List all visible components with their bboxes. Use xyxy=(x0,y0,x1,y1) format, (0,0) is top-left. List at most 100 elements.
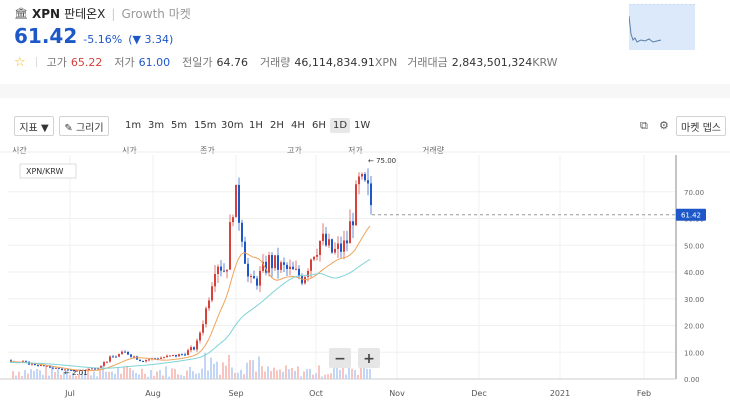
volume-bar xyxy=(27,373,29,379)
ma-long-line xyxy=(9,258,371,369)
candle-body xyxy=(25,361,27,363)
down-triangle-icon: ▼ xyxy=(132,33,141,46)
volume-bar xyxy=(147,376,149,379)
volume-bar xyxy=(45,365,47,379)
zoom-in-button[interactable] xyxy=(358,348,380,368)
period-3m[interactable]: 3m xyxy=(148,120,165,131)
candle-body xyxy=(124,351,126,353)
candle-body xyxy=(97,367,99,370)
zoom-in-icon[interactable]: + xyxy=(363,351,375,367)
amount-value: 2,843,501,324 xyxy=(451,55,533,69)
volume-bar xyxy=(87,367,89,379)
candle-body xyxy=(190,347,192,351)
candle-body xyxy=(340,243,342,252)
candle-body xyxy=(331,239,333,253)
period-1w[interactable]: 1W xyxy=(354,120,371,131)
volume-bar xyxy=(108,371,110,379)
candle-body xyxy=(232,217,234,223)
volume-bar xyxy=(345,374,347,379)
candle-body xyxy=(121,351,123,355)
volume-bar xyxy=(315,373,317,379)
volume-bar xyxy=(21,376,23,379)
volume-bar xyxy=(288,369,290,379)
period-4h[interactable]: 4H xyxy=(291,120,305,131)
price-chart[interactable]: 0.0010.0020.0030.0040.0050.0060.0070.00J… xyxy=(0,150,730,404)
volume-bar xyxy=(357,374,359,379)
candle-body xyxy=(118,354,120,357)
market-depth-button[interactable]: 마켓 뎁스 xyxy=(676,116,726,136)
candle-body xyxy=(208,300,210,309)
volume-bar xyxy=(369,368,371,379)
volume-bar xyxy=(66,370,68,379)
volume-bar xyxy=(174,369,176,379)
zoom-out-icon[interactable]: − xyxy=(334,351,346,367)
indicator-button[interactable]: 지표 ▼ xyxy=(14,116,54,136)
volume-unit: XPN xyxy=(374,55,398,69)
volume-bar xyxy=(105,371,107,379)
candle-body xyxy=(289,266,291,270)
candle-body xyxy=(226,269,228,272)
volume-bar xyxy=(213,363,215,379)
zoom-out-button[interactable] xyxy=(329,348,351,368)
volume-bar xyxy=(57,368,59,379)
candle-body xyxy=(349,221,351,244)
candle-body xyxy=(178,354,180,357)
period-1m[interactable]: 1m xyxy=(125,120,142,131)
period-5m[interactable]: 5m xyxy=(171,120,188,131)
change-percent: -5.16% xyxy=(83,33,123,46)
star-icon[interactable]: ☆ xyxy=(14,54,26,70)
candle-body xyxy=(10,360,12,362)
candle-body xyxy=(91,368,93,370)
candle-body xyxy=(274,255,276,269)
divider-band xyxy=(0,84,730,98)
volume-bar xyxy=(192,371,194,379)
volume-bar xyxy=(36,368,38,379)
volume-bar xyxy=(177,374,179,379)
candle-body xyxy=(313,256,315,260)
candle-body xyxy=(127,351,129,355)
candle-body xyxy=(73,370,75,372)
candle-body xyxy=(115,356,117,358)
candle-body xyxy=(352,221,354,226)
low-value: 61.00 xyxy=(138,55,171,69)
period-2h[interactable]: 2H xyxy=(270,120,284,131)
period-30m[interactable]: 30m xyxy=(221,120,244,131)
candle-body xyxy=(61,368,63,370)
ohlc-high: 고가 xyxy=(287,146,302,155)
volume-bar xyxy=(165,366,167,379)
volume-bar xyxy=(72,372,74,379)
candle-body xyxy=(238,184,240,223)
volume-bar xyxy=(225,365,227,379)
high-label: 고가 xyxy=(46,56,67,69)
volume-bar xyxy=(99,368,101,379)
volume-bar xyxy=(276,370,278,379)
volume-bar xyxy=(114,373,116,379)
volume-bar xyxy=(75,376,77,379)
candle-body xyxy=(358,176,360,185)
candle-body xyxy=(175,354,177,357)
draw-button[interactable]: ✎ 그리기 xyxy=(59,116,109,136)
period-15m[interactable]: 15m xyxy=(194,120,217,131)
candle-body xyxy=(310,259,312,271)
candle-body xyxy=(328,239,330,246)
y-tick-label: 10.00 xyxy=(684,349,704,357)
candle-body xyxy=(211,286,213,301)
candle-body xyxy=(337,243,339,249)
candle-body xyxy=(22,361,24,363)
volume-bar xyxy=(183,376,185,379)
y-tick-label: 20.00 xyxy=(684,323,704,331)
external-link-icon[interactable]: ⧉ xyxy=(640,119,648,132)
candle-body xyxy=(109,356,111,362)
candle-body xyxy=(307,270,309,277)
y-tick-label: 30.00 xyxy=(684,296,704,304)
candle-body xyxy=(139,359,141,361)
period-1h[interactable]: 1H xyxy=(249,120,263,131)
period-6h[interactable]: 6H xyxy=(312,120,326,131)
volume-bar xyxy=(306,369,308,379)
volume-bar xyxy=(237,372,239,379)
candle-body xyxy=(235,184,237,218)
period-1d[interactable]: 1D xyxy=(330,118,351,133)
candle-body xyxy=(304,276,306,284)
volume-bar xyxy=(39,370,41,379)
gear-icon[interactable]: ⚙ xyxy=(659,119,669,132)
